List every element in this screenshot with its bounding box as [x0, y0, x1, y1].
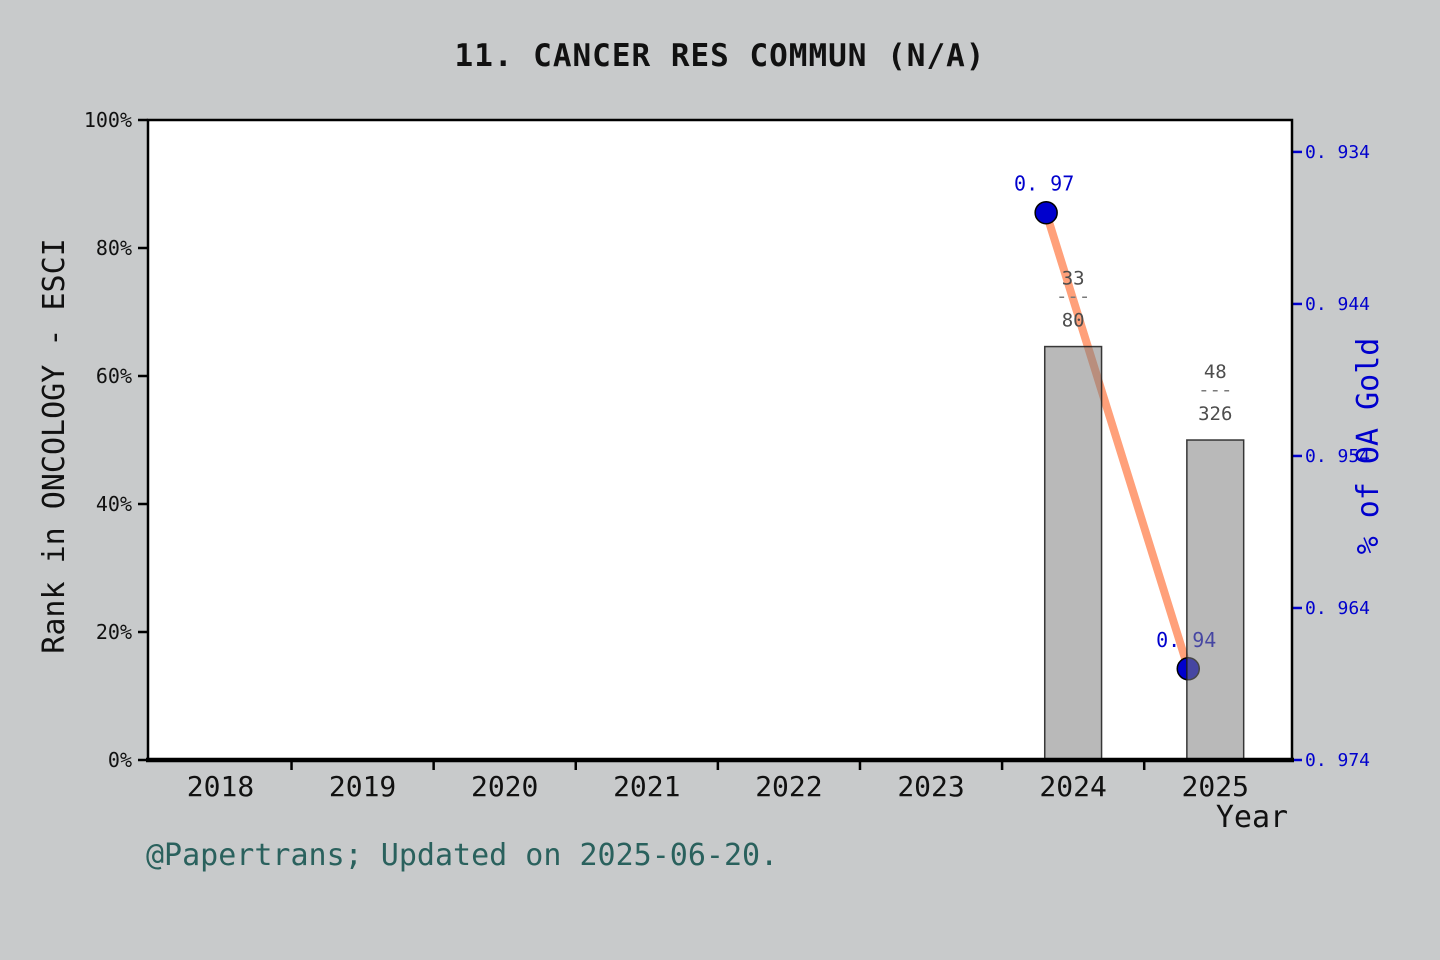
fraction-bar: --- — [1198, 379, 1232, 401]
left-tick-label: 40% — [96, 492, 132, 516]
left-tick-label: 20% — [96, 620, 132, 644]
left-tick-label: 0% — [108, 748, 132, 772]
left-axis-title: Rank in ONCOLOGY - ESCI — [37, 238, 72, 653]
bar-2025 — [1186, 439, 1245, 761]
left-tick-label: 80% — [96, 236, 132, 260]
year-tick-label: 2020 — [471, 770, 538, 803]
chart-title: 11. CANCER RES COMMUN (N/A) — [454, 38, 986, 74]
year-tick-label: 2021 — [613, 770, 680, 803]
rank-bar-series: 33 --- 80 48 --- 326 — [1043, 268, 1245, 761]
fraction-label-2024: 33 --- 80 — [1056, 268, 1090, 332]
fraction-bar: --- — [1056, 286, 1090, 308]
year-tick-label: 2018 — [187, 770, 254, 803]
point-label-2024: 0. 97 — [1014, 172, 1074, 196]
line-segment — [1042, 208, 1193, 673]
bar-2024 — [1043, 345, 1103, 761]
year-tick-label: 2022 — [755, 770, 822, 803]
right-tick-label: 0. 974 — [1305, 750, 1370, 771]
right-axis-tick-labels: 0. 934 0. 944 0. 954 0. 964 0. 974 — [1305, 142, 1370, 771]
x-axis-tick-labels: 2018 2019 2020 2021 2022 2023 2024 2025 — [187, 770, 1249, 803]
fraction-denominator: 80 — [1062, 310, 1085, 332]
right-tick-label: 0. 964 — [1305, 598, 1370, 619]
right-tick-label: 0. 934 — [1305, 142, 1370, 163]
left-tick-label: 100% — [84, 108, 132, 132]
fraction-denominator: 326 — [1198, 403, 1232, 425]
x-axis-title: Year — [1216, 800, 1288, 835]
data-point-2024 — [1034, 200, 1058, 225]
left-axis-tick-labels: 0% 20% 40% 60% 80% 100% — [84, 108, 132, 772]
left-tick-label: 60% — [96, 364, 132, 388]
year-tick-label: 2025 — [1182, 770, 1249, 803]
oa-gold-line-series: 0. 97 0. 94 — [1014, 172, 1216, 681]
fraction-label-2025: 48 --- 326 — [1198, 361, 1232, 425]
year-tick-label: 2024 — [1039, 770, 1106, 803]
fraction-numerator: 33 — [1062, 268, 1085, 290]
year-tick-label: 2023 — [897, 770, 964, 803]
fraction-numerator: 48 — [1204, 361, 1227, 383]
watermark-credit: @Papertrans; Updated on 2025-06-20. — [146, 838, 779, 873]
right-tick-label: 0. 944 — [1305, 294, 1370, 315]
year-tick-label: 2019 — [329, 770, 396, 803]
right-axis-title: % of OA Gold — [1351, 338, 1386, 555]
right-tick-label: 0. 954 — [1305, 446, 1370, 467]
